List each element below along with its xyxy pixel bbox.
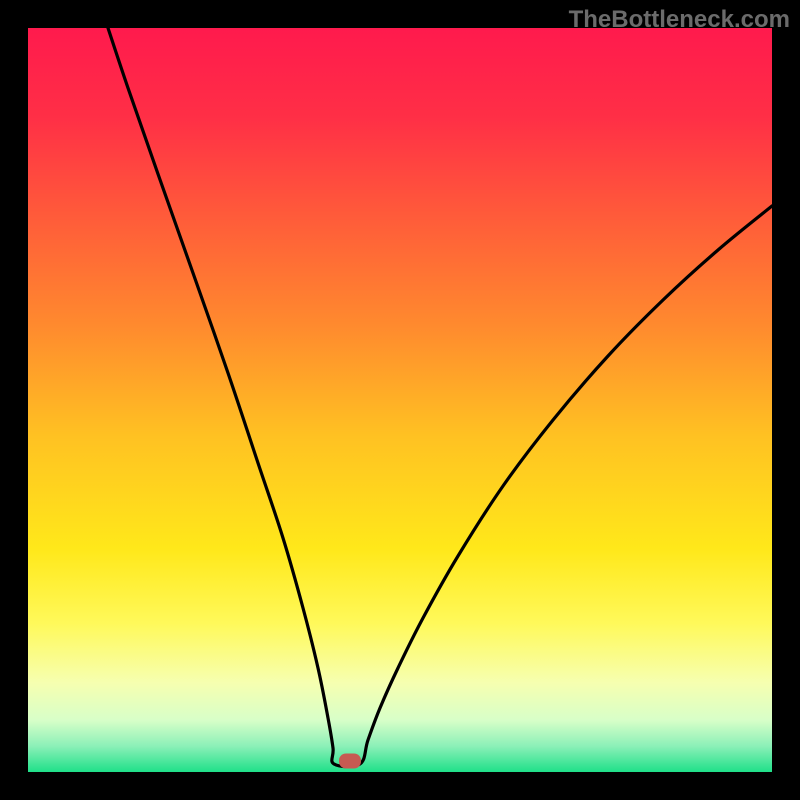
watermark-label: TheBottleneck.com bbox=[569, 6, 790, 34]
optimum-marker bbox=[339, 754, 361, 769]
plot-area bbox=[28, 28, 772, 772]
chart-frame: TheBottleneck.com bbox=[0, 0, 800, 800]
bottleneck-curve bbox=[28, 28, 772, 772]
